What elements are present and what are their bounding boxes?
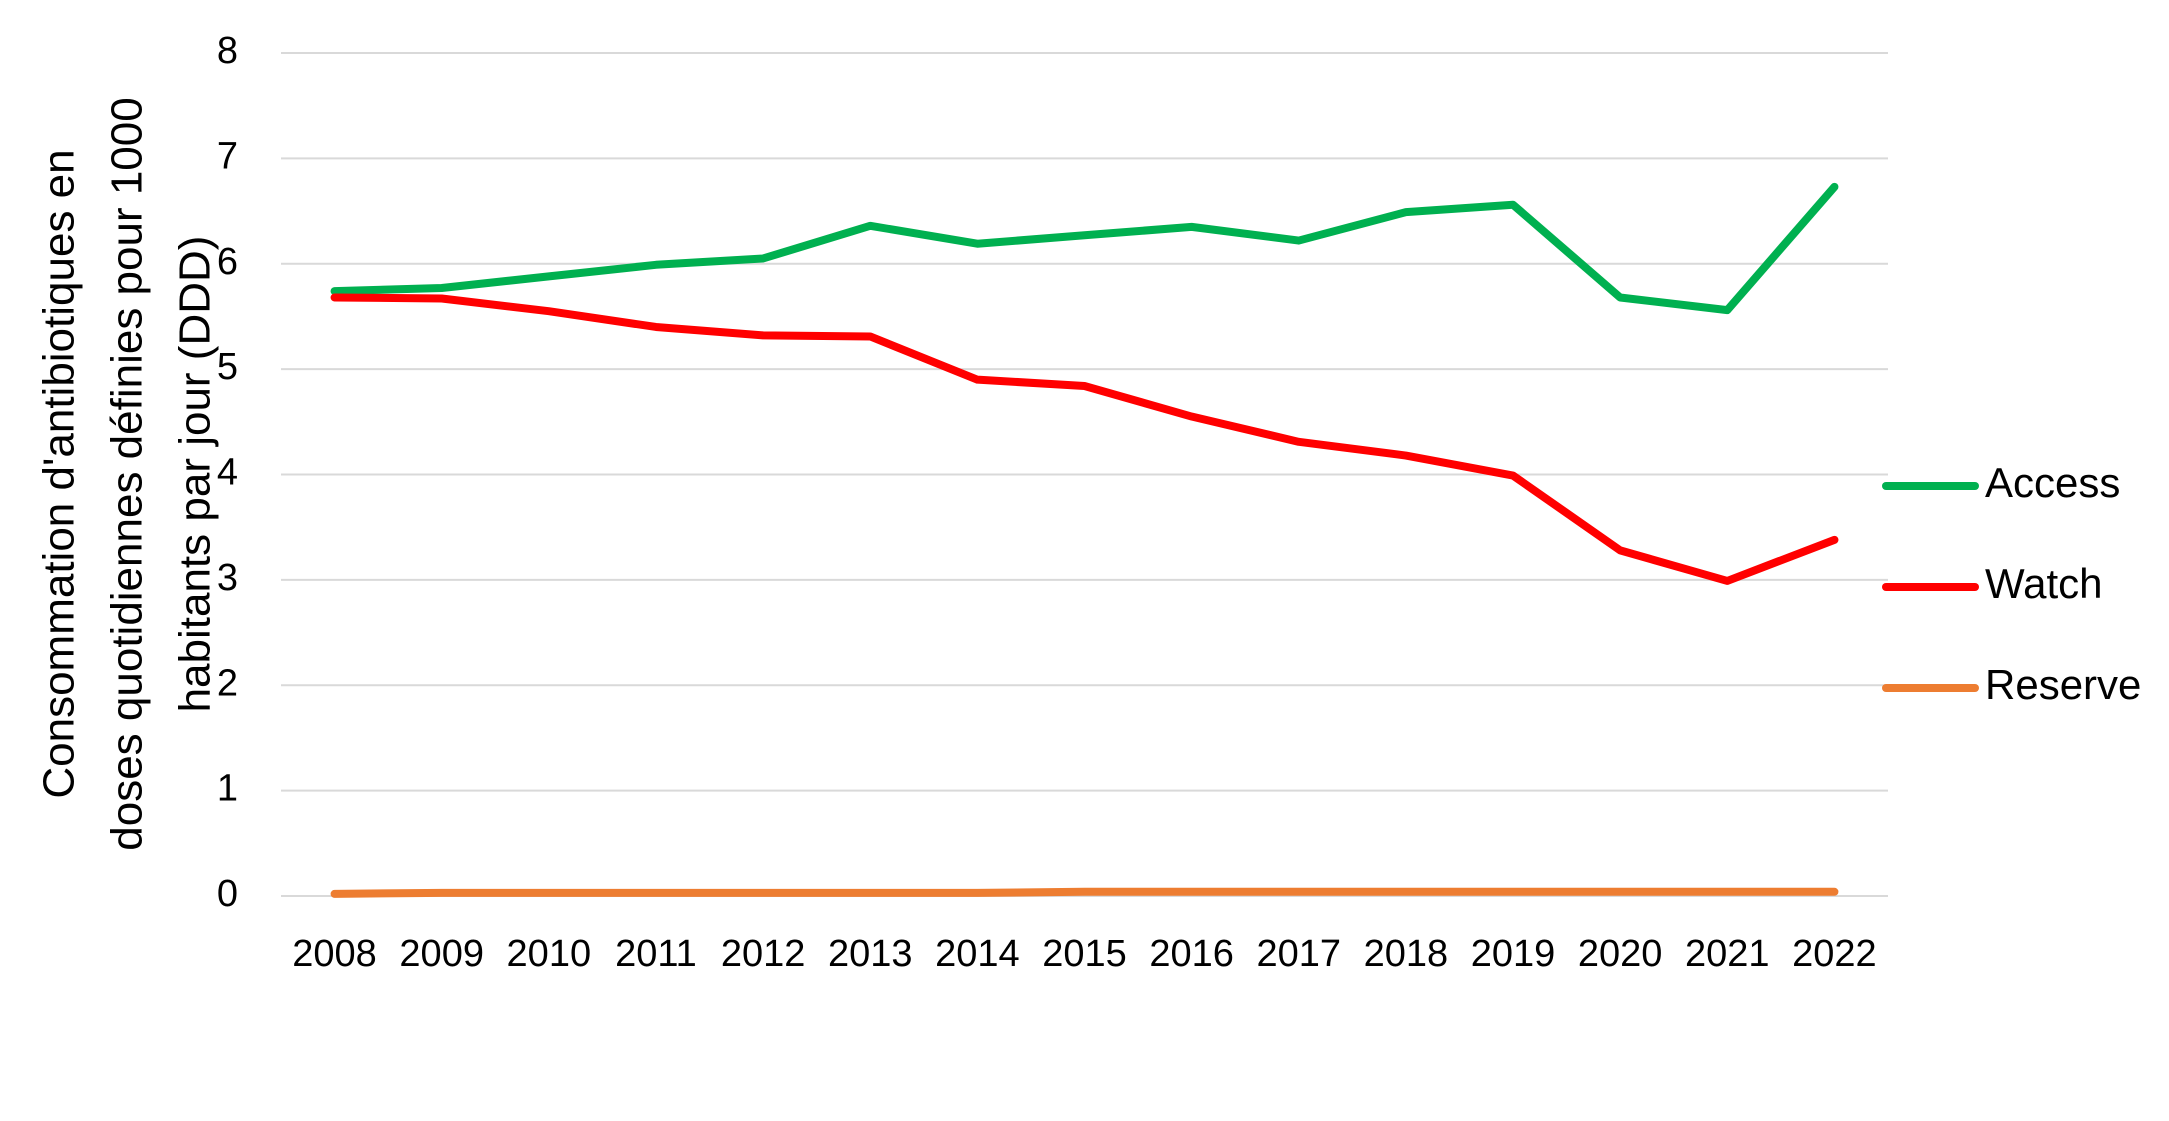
legend-label: Reserve — [1985, 661, 2141, 708]
y-tick-label: 2 — [217, 662, 238, 704]
line — [330, 182, 1839, 315]
y-axis-title: Consommation d'antibiotiques en — [35, 149, 84, 798]
x-tick-label: 2021 — [1685, 933, 1770, 975]
x-tick-label: 2009 — [399, 933, 484, 975]
y-tick-label: 0 — [217, 873, 238, 915]
x-tick-label: 2019 — [1471, 933, 1556, 975]
x-tick-label: 2015 — [1042, 933, 1127, 975]
x-tick-label: 2016 — [1149, 933, 1234, 975]
x-tick-label: 2010 — [507, 933, 592, 975]
y-tick-label: 1 — [217, 768, 238, 810]
y-tick-label: 8 — [217, 30, 238, 72]
x-tick-label: 2014 — [935, 933, 1020, 975]
x-tick-label: 2013 — [828, 933, 913, 975]
legend-label: Watch — [1985, 560, 2102, 607]
legend-label: Access — [1985, 459, 2120, 506]
x-tick-label: 2022 — [1792, 933, 1877, 975]
x-tick-label: 2017 — [1256, 933, 1341, 975]
x-tick-label: 2011 — [615, 933, 697, 975]
y-axis-title: doses quotidiennes définies pour 1000 — [103, 97, 152, 850]
line — [330, 293, 1839, 585]
x-tick-label: 2018 — [1364, 933, 1449, 975]
y-axis-title: habitants par jour (DDD) — [171, 236, 220, 713]
line — [330, 887, 1839, 898]
x-tick-label: 2020 — [1578, 933, 1663, 975]
y-tick-label: 5 — [217, 346, 238, 388]
y-tick-label: 4 — [217, 452, 238, 494]
y-tick-label: 3 — [217, 557, 238, 599]
x-tick-label: 2008 — [292, 933, 377, 975]
y-tick-label: 7 — [217, 135, 238, 177]
y-tick-label: 6 — [217, 241, 238, 283]
x-tick-label: 2012 — [721, 933, 806, 975]
